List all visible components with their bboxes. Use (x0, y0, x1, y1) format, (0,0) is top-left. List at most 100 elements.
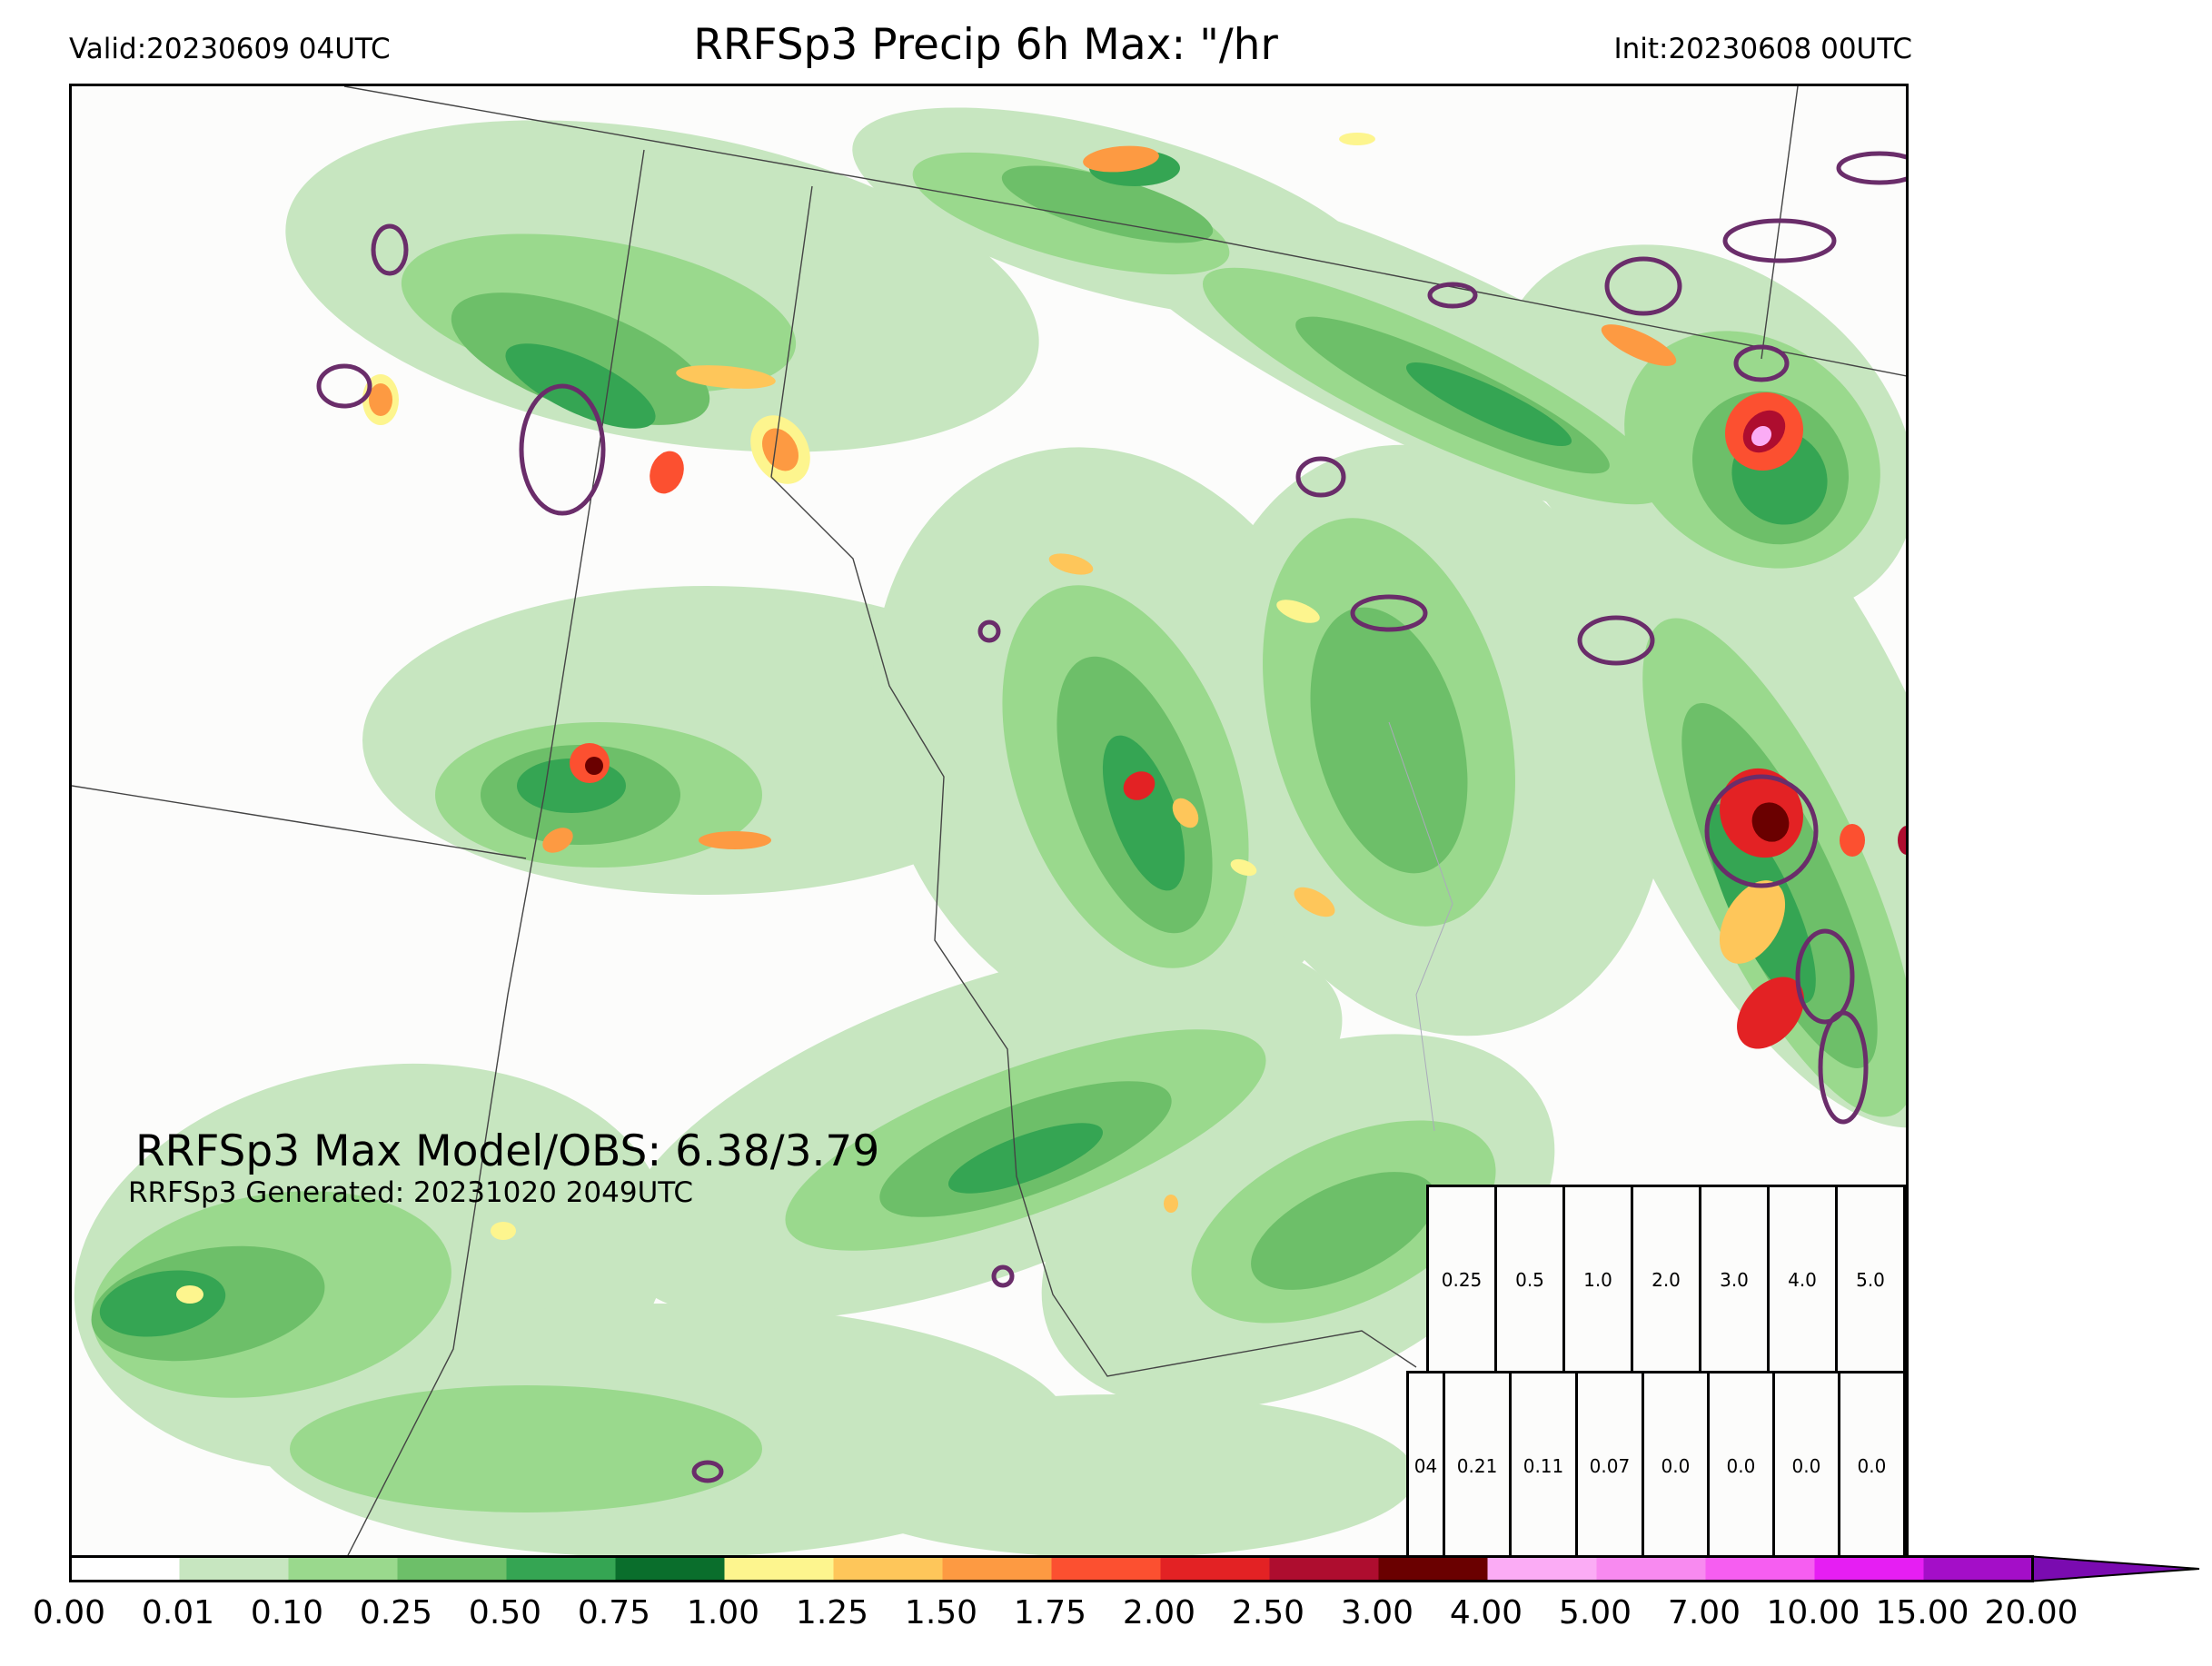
colorbar-tick-label: 0.01 (141, 1594, 215, 1631)
obs-contour (371, 223, 409, 276)
precip-blob (1230, 858, 1257, 877)
threshold-cell: 1.0 (1562, 1185, 1633, 1374)
obs-contour (1722, 218, 1837, 263)
precip-blob (1751, 802, 1790, 842)
precip-blob (1172, 798, 1199, 828)
colorbar-swatch (1814, 1556, 1924, 1582)
obs-contour (991, 1264, 1015, 1288)
obs-contour (1818, 1010, 1869, 1125)
colorbar-swatch (397, 1556, 507, 1582)
precip-blob (1251, 1172, 1436, 1290)
colorbar-swatch (1378, 1556, 1488, 1582)
border-line (343, 86, 1906, 377)
colorbar-swatch (179, 1556, 289, 1582)
value-cell: 0.11 (1509, 1371, 1578, 1557)
value-cell: 0.0 (1706, 1371, 1775, 1557)
precip-fill-layer (74, 107, 1906, 1557)
colorbar-swatch (942, 1556, 1052, 1582)
colorbar-tick-label: 1.50 (904, 1594, 978, 1631)
precip-blob (491, 1222, 516, 1240)
precip-blob (585, 757, 603, 775)
colorbar-swatch (506, 1556, 616, 1582)
border-line (770, 476, 1417, 1377)
precip-blob (542, 828, 573, 853)
obs-contour (1350, 594, 1428, 632)
colorbar-tick-label: 10.00 (1766, 1594, 1860, 1631)
precip-blob (1123, 771, 1156, 800)
precip-blob (1840, 824, 1865, 857)
obs-contour (977, 620, 1001, 643)
colorbar-tick-label: 4.00 (1449, 1594, 1523, 1631)
colorbar-swatch (1596, 1556, 1706, 1582)
threshold-cell: 3.0 (1699, 1185, 1770, 1374)
obs-contour (316, 363, 372, 409)
precip-blob (1405, 362, 1572, 446)
precip-blob (290, 1385, 762, 1512)
precip-blob (369, 383, 392, 416)
value-cell: 0.0 (1771, 1371, 1840, 1557)
colorbar-tick-label: 2.00 (1122, 1594, 1196, 1631)
precip-blob (1276, 600, 1320, 623)
colorbar-swatch (1705, 1556, 1815, 1582)
precip-blob (1339, 133, 1375, 145)
obs-contour (1604, 256, 1682, 316)
threshold-cell: 5.0 (1835, 1185, 1906, 1374)
precip-blob (1898, 826, 1906, 855)
obs-contour (1704, 774, 1819, 888)
colorbar-swatch (1160, 1556, 1270, 1582)
border-line (346, 149, 645, 1557)
precip-blob (1737, 977, 1804, 1049)
colorbar-swatch (288, 1556, 398, 1582)
obs-contour (691, 1460, 724, 1483)
colorbar-tick-label: 0.00 (32, 1594, 106, 1631)
precip-blob (505, 343, 656, 429)
threshold-cell: 2.0 (1631, 1185, 1701, 1374)
colorbar-extend-arrow (2031, 1555, 2200, 1582)
precip-blob (1601, 324, 1677, 366)
precip-blob (1751, 425, 1772, 447)
colorbar-tick-label: 0.25 (359, 1594, 433, 1631)
lead-hour-cell: 04 (1405, 1371, 1446, 1557)
precip-blob (762, 428, 799, 471)
obs-contour (1795, 928, 1855, 1025)
precip-blob (650, 451, 684, 494)
threshold-row: 0.25 0.5 1.0 2.0 3.0 4.0 5.0 (1426, 1185, 1906, 1374)
precip-blob (1001, 165, 1214, 243)
threshold-cell: 0.25 (1426, 1185, 1497, 1374)
colorbar-tick-label: 20.00 (1984, 1594, 2078, 1631)
precip-blob (1083, 145, 1159, 173)
colorbar-frame (69, 1555, 2034, 1582)
obs-contour (1836, 151, 1906, 185)
obs-contour (1295, 456, 1346, 498)
precip-blob (1719, 880, 1786, 964)
threshold-cell: 0.5 (1494, 1185, 1565, 1374)
value-cell: 0.07 (1574, 1371, 1644, 1557)
colorbar-tick-label: 7.00 (1667, 1594, 1741, 1631)
precip-blob (1048, 553, 1094, 575)
colorbar-swatch (615, 1556, 725, 1582)
colorbar-tick-label: 2.50 (1231, 1594, 1305, 1631)
colorbar-tick-label: 15.00 (1875, 1594, 1969, 1631)
colorbar-swatch (1269, 1556, 1379, 1582)
valid-time: Valid:20230609 04UTC (69, 33, 391, 65)
colorbar-swatch (1487, 1556, 1597, 1582)
precip-blob (1294, 887, 1335, 917)
precip-blob (676, 365, 776, 389)
threshold-cell: 4.0 (1767, 1185, 1838, 1374)
generated-label: RRFSp3 Generated: 20231020 2049UTC (128, 1176, 694, 1209)
colorbar-tick-label: 5.00 (1558, 1594, 1632, 1631)
precip-blob (176, 1285, 203, 1304)
colorbar-swatch (833, 1556, 943, 1582)
colorbar-tick-label: 1.25 (795, 1594, 869, 1631)
obs-contour (1577, 615, 1655, 666)
precip-blob (699, 831, 771, 849)
colorbar-tick-label: 0.75 (577, 1594, 651, 1631)
colorbar-swatch (1923, 1556, 2033, 1582)
value-row: 04 0.21 0.11 0.07 0.0 0.0 0.0 0.0 (1405, 1371, 1906, 1557)
colorbar-swatch (724, 1556, 834, 1582)
colorbar-tick-label: 1.00 (686, 1594, 760, 1631)
border-line (72, 785, 527, 859)
river-line (1388, 721, 1453, 1132)
precip-blob (1164, 1195, 1178, 1213)
value-cell: 0.0 (1641, 1371, 1710, 1557)
